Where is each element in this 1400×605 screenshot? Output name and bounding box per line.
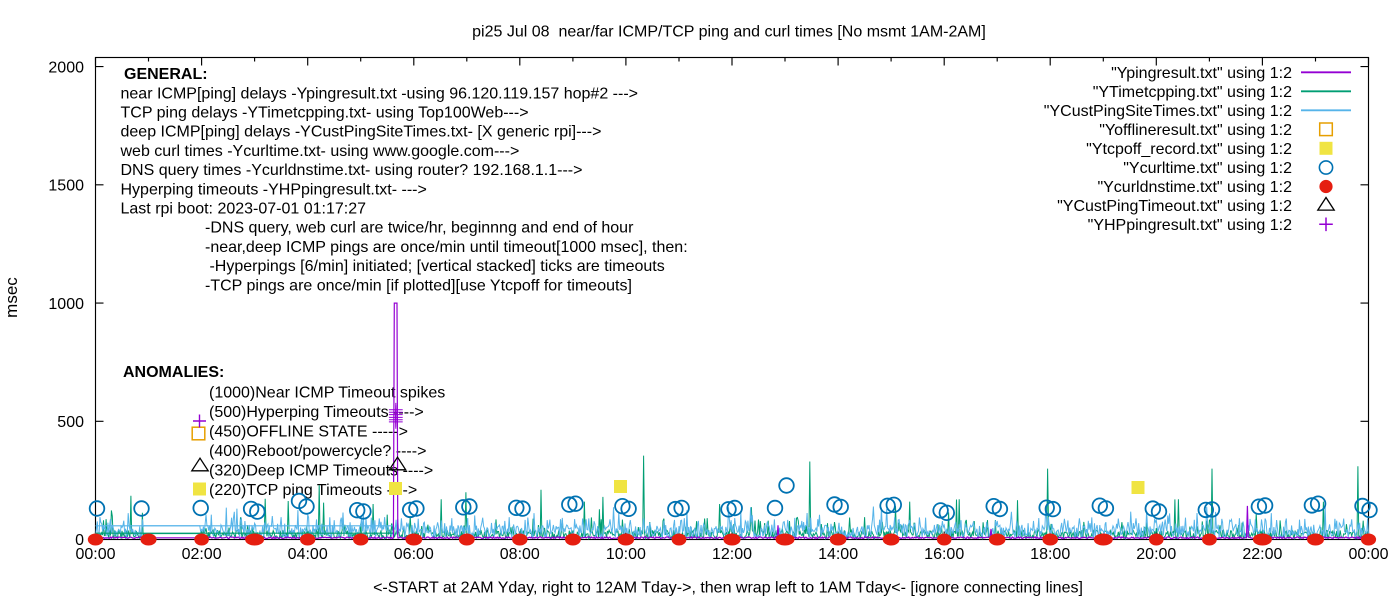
svg-text:"YCustPingTimeout.txt" using 1: "YCustPingTimeout.txt" using 1:2 [1057, 198, 1292, 215]
svg-text:2000: 2000 [48, 59, 84, 76]
svg-text:-Hyperpings [6/min] initiated;: -Hyperpings [6/min] initiated; [vertical… [205, 258, 665, 275]
svg-text:20:00: 20:00 [1136, 546, 1176, 563]
svg-text:<-START at 2AM Yday, right to: <-START at 2AM Yday, right to 12AM Tday-… [373, 580, 1083, 597]
svg-text:(1000)Near ICMP Timeout spikes: (1000)Near ICMP Timeout spikes [209, 384, 445, 401]
svg-text:"Yofflineresult.txt" using 1:2: "Yofflineresult.txt" using 1:2 [1099, 122, 1292, 139]
svg-text:pi25 Jul 08 near/far ICMP/TCP: pi25 Jul 08 near/far ICMP/TCP ping and c… [472, 24, 986, 41]
svg-text:near ICMP[ping] delays -Ypingr: near ICMP[ping] delays -Ypingresult.txt … [121, 85, 638, 102]
svg-text:06:00: 06:00 [394, 546, 434, 563]
svg-text:14:00: 14:00 [818, 546, 858, 563]
svg-text:Last rpi boot: 2023-07-01 01:1: Last rpi boot: 2023-07-01 01:17:27 [121, 201, 367, 218]
svg-text:TCP ping delays -YTimetcpping.: TCP ping delays -YTimetcpping.txt- using… [121, 105, 529, 122]
svg-text:"Ypingresult.txt" using 1:2: "Ypingresult.txt" using 1:2 [1111, 65, 1292, 82]
svg-text:18:00: 18:00 [1030, 546, 1070, 563]
svg-text:deep ICMP[ping] delays -YCustP: deep ICMP[ping] delays -YCustPingSiteTim… [121, 124, 602, 141]
svg-text:0: 0 [75, 532, 84, 549]
svg-text:08:00: 08:00 [500, 546, 540, 563]
svg-text:(320)Deep ICMP Timeouts ---->: (320)Deep ICMP Timeouts ----> [209, 463, 433, 480]
svg-text:web curl times -Ycurltime.txt-: web curl times -Ycurltime.txt- using www… [120, 143, 520, 160]
svg-text:GENERAL:: GENERAL: [124, 66, 208, 83]
svg-text:00:00: 00:00 [1348, 546, 1388, 563]
svg-text:500: 500 [57, 414, 84, 431]
svg-text:12:00: 12:00 [712, 546, 752, 563]
svg-text:1000: 1000 [48, 296, 84, 313]
svg-text:(400)Reboot/powercycle? ---->: (400)Reboot/powercycle? ----> [209, 443, 426, 460]
svg-text:"Ycurltime.txt" using 1:2: "Ycurltime.txt" using 1:2 [1123, 160, 1292, 177]
svg-text:"Ytcpoff_record.txt" using 1:2: "Ytcpoff_record.txt" using 1:2 [1086, 141, 1292, 158]
svg-text:ANOMALIES:: ANOMALIES: [123, 364, 224, 381]
svg-text:16:00: 16:00 [924, 546, 964, 563]
svg-text:msec: msec [2, 277, 21, 318]
svg-text:-TCP pings are once/min [if pl: -TCP pings are once/min [if plotted][use… [205, 277, 632, 294]
svg-text:(500)Hyperping Timeouts ---->: (500)Hyperping Timeouts ----> [209, 404, 424, 421]
svg-text:1500: 1500 [48, 178, 84, 195]
svg-text:-near,deep ICMP pings are once: -near,deep ICMP pings are once/min until… [205, 239, 688, 256]
svg-text:10:00: 10:00 [606, 546, 646, 563]
svg-text:-DNS query, web curl are twice: -DNS query, web curl are twice/hr, begin… [205, 220, 634, 237]
svg-text:"YTimetcpping.txt" using 1:2: "YTimetcpping.txt" using 1:2 [1093, 84, 1292, 101]
svg-text:(220)TCP ping Timeouts ---->: (220)TCP ping Timeouts ----> [209, 482, 417, 499]
svg-text:Hyperping timeouts -YHPpingres: Hyperping timeouts -YHPpingresult.txt- -… [121, 181, 427, 198]
svg-text:04:00: 04:00 [288, 546, 328, 563]
svg-text:"YCustPingSiteTimes.txt" using: "YCustPingSiteTimes.txt" using 1:2 [1044, 103, 1292, 120]
svg-text:DNS query times -Ycurldnstime.: DNS query times -Ycurldnstime.txt- using… [121, 162, 583, 179]
svg-text:22:00: 22:00 [1242, 546, 1282, 563]
svg-text:"Ycurldnstime.txt" using 1:2: "Ycurldnstime.txt" using 1:2 [1097, 179, 1292, 196]
svg-text:"YHPpingresult.txt" using 1:2: "YHPpingresult.txt" using 1:2 [1088, 217, 1292, 234]
svg-text:(450)OFFLINE STATE ----->: (450)OFFLINE STATE -----> [209, 423, 408, 440]
svg-text:00:00: 00:00 [75, 546, 115, 563]
svg-text:02:00: 02:00 [182, 546, 222, 563]
